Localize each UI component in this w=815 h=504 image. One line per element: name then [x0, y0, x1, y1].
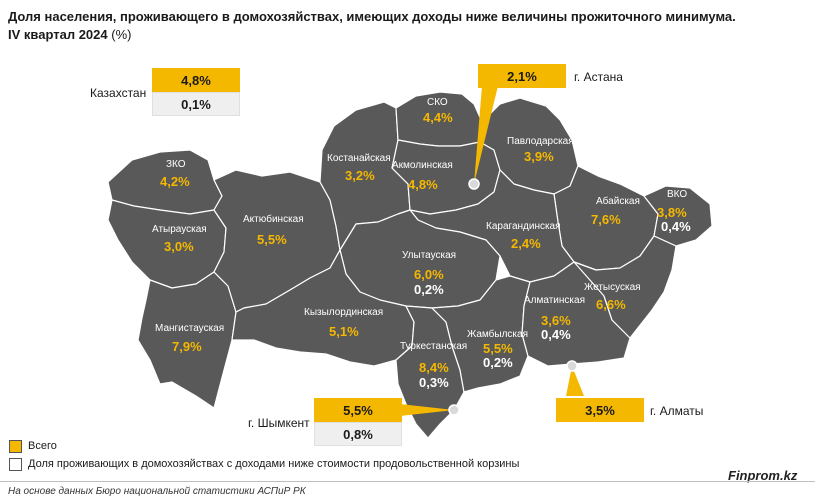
- region-value-zhambyl: 5,5%: [483, 341, 513, 356]
- subtitle: IV квартал 2024: [8, 27, 108, 42]
- region-label-vko: ВКО: [667, 189, 688, 200]
- region-value-karaganda: 2,4%: [511, 236, 541, 251]
- astana-label: г. Астана: [574, 70, 623, 84]
- shymkent-marker: [448, 404, 460, 416]
- astana-total: 2,1%: [478, 64, 566, 88]
- brand-logo: Finprom.kz: [728, 468, 798, 483]
- region-label-turkestan: Туркестанская: [400, 341, 468, 352]
- region-value-akmola: 4,8%: [408, 177, 438, 192]
- region-basket-turkestan: 0,3%: [419, 375, 449, 390]
- legend-total-swatch: [9, 440, 22, 453]
- region-label-zhambyl: Жамбылская: [467, 329, 528, 340]
- astana-pointer: [474, 86, 498, 184]
- region-label-aktobe: Актюбинская: [243, 214, 304, 225]
- shymkent-total: 5,5%: [314, 398, 402, 422]
- region-value-mangystau: 7,9%: [172, 339, 202, 354]
- region-value-vko: 3,8%: [657, 205, 687, 220]
- kazakhstan-total: 4,8%: [152, 68, 240, 92]
- kazakhstan-label: Казахстан: [90, 86, 147, 100]
- region-value-kyzylorda: 5,1%: [329, 324, 359, 339]
- region-value-pavlodar: 3,9%: [524, 149, 554, 164]
- region-label-kostanay: Костанайская: [327, 153, 391, 164]
- region-label-pavlodar: Павлодарская: [507, 136, 574, 147]
- title-line-2: IV квартал 2024 (%): [8, 26, 736, 44]
- region-value-almaty: 3,6%: [541, 313, 571, 328]
- legend-basket-label: Доля проживающих в домохозяйствах с дохо…: [28, 458, 520, 470]
- chart-title: Доля населения, проживающего в домохозяй…: [8, 8, 736, 44]
- region-label-zko: ЗКО: [166, 159, 186, 170]
- astana-marker: [468, 178, 480, 190]
- region-zhetysu: [573, 235, 677, 339]
- region-mangystau: [137, 271, 237, 409]
- shymkent-label: г. Шымкент: [248, 416, 310, 430]
- region-value-abay: 7,6%: [591, 212, 621, 227]
- region-label-karaganda: Карагандинская: [486, 221, 561, 232]
- footer-divider: [0, 481, 815, 482]
- region-value-atyrau: 3,0%: [164, 239, 194, 254]
- region-vko: [643, 185, 713, 247]
- shymkent-pointer: [400, 404, 454, 416]
- source-note: На основе данных Бюро национальной стати…: [8, 486, 306, 497]
- region-label-sko: СКО: [427, 97, 448, 108]
- region-value-zko: 4,2%: [160, 174, 190, 189]
- region-label-zhetysu: Жетысуская: [584, 282, 641, 293]
- almaty-marker: [566, 360, 578, 372]
- title-line-1: Доля населения, проживающего в домохозяй…: [8, 9, 736, 24]
- region-label-mangystau: Мангистауская: [155, 323, 225, 334]
- unit: (%): [111, 27, 132, 42]
- legend-basket-swatch: [9, 458, 22, 471]
- region-label-atyrau: Атырауская: [152, 224, 207, 235]
- region-label-almaty: Алматинская: [524, 295, 585, 306]
- almaty-label: г. Алматы: [650, 404, 704, 418]
- region-basket-vko: 0,4%: [661, 219, 691, 234]
- region-label-kyzylorda: Кызылординская: [304, 307, 384, 318]
- kazakhstan-basket: 0,1%: [152, 92, 240, 116]
- region-value-kostanay: 3,2%: [345, 168, 375, 183]
- region-basket-zhambyl: 0,2%: [483, 355, 513, 370]
- region-value-zhetysu: 6,6%: [596, 297, 626, 312]
- region-label-ulytau: Улытауская: [402, 250, 457, 261]
- region-value-turkestan: 8,4%: [419, 360, 449, 375]
- region-label-abay: Абайская: [596, 196, 640, 207]
- shymkent-basket: 0,8%: [314, 422, 402, 446]
- region-basket-almaty: 0,4%: [541, 327, 571, 342]
- region-value-sko: 4,4%: [423, 110, 453, 125]
- region-label-akmola: Акмолинская: [392, 160, 453, 171]
- almaty-total: 3,5%: [556, 398, 644, 422]
- region-value-ulytau: 6,0%: [414, 267, 444, 282]
- region-value-aktobe: 5,5%: [257, 232, 287, 247]
- region-basket-ulytau: 0,2%: [414, 282, 444, 297]
- legend-total-label: Всего: [28, 440, 57, 452]
- almaty-pointer: [566, 366, 584, 396]
